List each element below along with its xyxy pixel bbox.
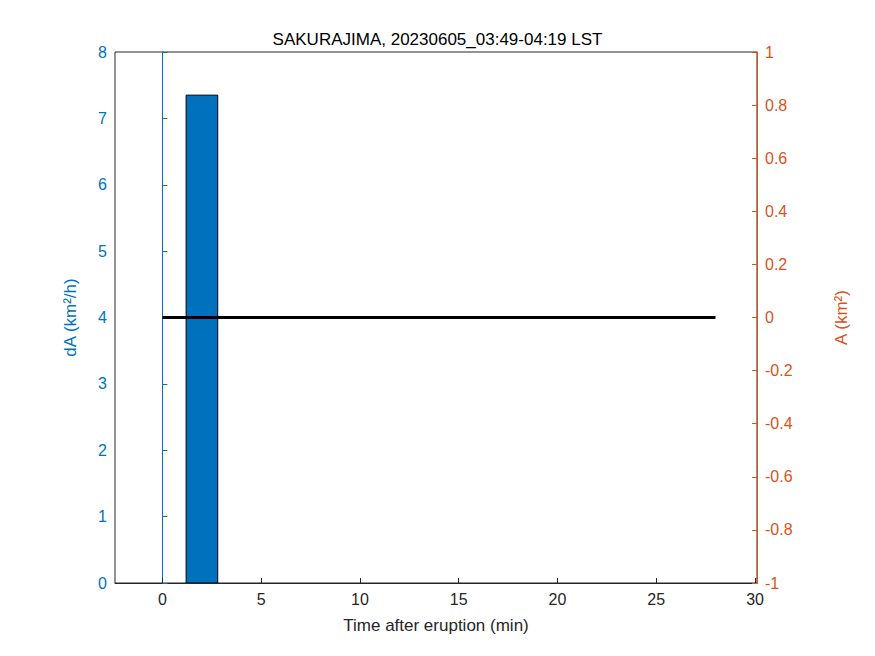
- svg-text:0.4: 0.4: [765, 203, 787, 220]
- svg-text:-0.6: -0.6: [765, 468, 793, 485]
- svg-text:6: 6: [98, 176, 107, 193]
- svg-text:0: 0: [765, 309, 774, 326]
- svg-text:dA (km²/h): dA (km²/h): [61, 278, 80, 356]
- svg-text:-0.2: -0.2: [765, 362, 793, 379]
- svg-text:-0.8: -0.8: [765, 521, 793, 538]
- svg-text:SAKURAJIMA, 20230605_03:49-04:: SAKURAJIMA, 20230605_03:49-04:19 LST: [273, 30, 603, 49]
- svg-text:0: 0: [98, 575, 107, 592]
- svg-text:5: 5: [257, 591, 266, 608]
- svg-text:0.8: 0.8: [765, 97, 787, 114]
- svg-text:10: 10: [351, 591, 369, 608]
- svg-text:30: 30: [746, 591, 764, 608]
- svg-text:0.6: 0.6: [765, 150, 787, 167]
- svg-text:1: 1: [765, 44, 774, 61]
- svg-text:A (km²): A (km²): [832, 290, 851, 345]
- svg-text:25: 25: [647, 591, 665, 608]
- svg-text:4: 4: [98, 309, 107, 326]
- svg-text:0: 0: [158, 591, 167, 608]
- svg-text:1: 1: [98, 508, 107, 525]
- svg-text:-0.4: -0.4: [765, 415, 793, 432]
- svg-text:-1: -1: [765, 575, 779, 592]
- svg-text:3: 3: [98, 375, 107, 392]
- svg-text:Time after eruption (min): Time after eruption (min): [343, 616, 528, 635]
- svg-text:2: 2: [98, 442, 107, 459]
- svg-text:7: 7: [98, 110, 107, 127]
- svg-text:5: 5: [98, 243, 107, 260]
- svg-text:20: 20: [549, 591, 567, 608]
- svg-text:8: 8: [98, 44, 107, 61]
- svg-text:15: 15: [450, 591, 468, 608]
- svg-text:0.2: 0.2: [765, 256, 787, 273]
